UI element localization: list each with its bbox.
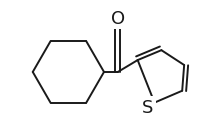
Text: O: O bbox=[111, 9, 125, 28]
Text: S: S bbox=[142, 99, 153, 117]
